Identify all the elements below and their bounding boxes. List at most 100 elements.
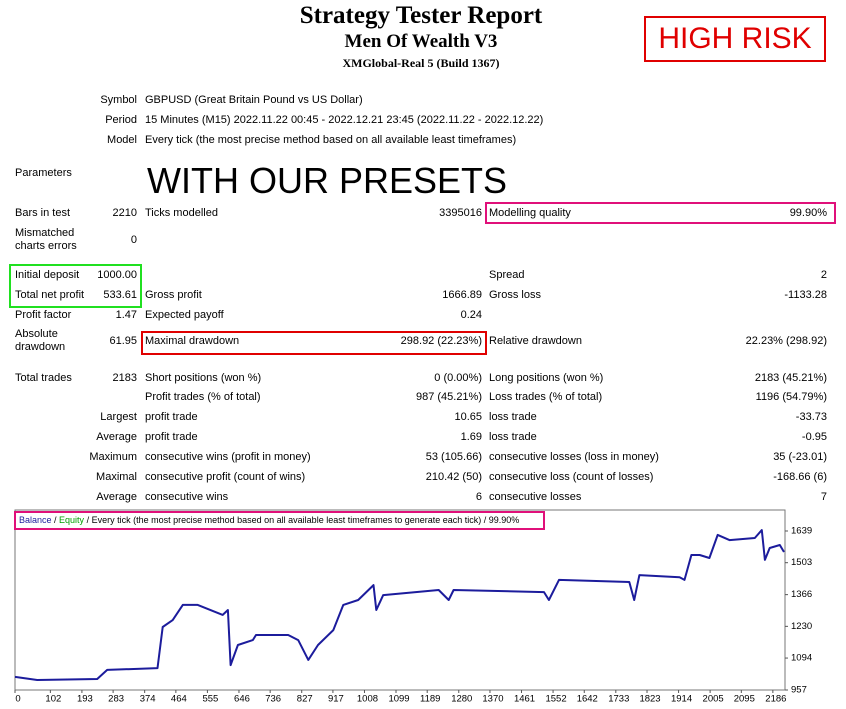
row-value: 2183 (112, 371, 137, 384)
row-label: Model (107, 133, 137, 146)
row-value: 1196 (54.79%) (755, 390, 827, 403)
x-tick-label: 1552 (545, 694, 566, 705)
row-label: Modelling quality (489, 206, 571, 219)
x-tick-label: 1733 (608, 694, 629, 705)
row-label: Average (96, 490, 137, 503)
row-label: Mismatched charts errors (15, 227, 77, 252)
risk-badge: HIGH RISK (644, 16, 826, 62)
row-value: 35 (-23.01) (773, 450, 827, 463)
row-label: Relative drawdown (489, 334, 582, 347)
row-label: consecutive losses (489, 490, 582, 503)
x-tick-label: 917 (328, 694, 344, 705)
x-tick-label: 646 (234, 694, 250, 705)
balance-line (14, 529, 785, 681)
x-tick-label: 1370 (482, 694, 503, 705)
highlight-box (9, 264, 142, 308)
row-value: 210.42 (50) (425, 470, 482, 483)
x-tick-label: 283 (108, 694, 124, 705)
x-tick-label: 102 (45, 694, 61, 705)
row-value: 533.61 (103, 288, 137, 301)
row-label: loss trade (489, 410, 537, 423)
row-label: consecutive loss (count of losses) (489, 470, 654, 483)
row-value: -33.73 (795, 410, 827, 423)
x-tick-label: 1189 (420, 694, 440, 705)
row-label: Symbol (100, 93, 137, 106)
row-label: consecutive profit (count of wins) (145, 470, 306, 483)
row-value: 6 (475, 490, 482, 503)
row-label: Bars in test (15, 206, 71, 219)
x-tick-label: 0 (15, 694, 20, 705)
row-label: Maximal (96, 470, 137, 483)
x-tick-label: 555 (202, 694, 218, 705)
x-tick-label: 1914 (671, 694, 692, 705)
row-value: 987 (45.21%) (415, 390, 482, 403)
row-value: 1666.89 (442, 288, 482, 301)
row-label: Largest (100, 410, 137, 423)
row-value: 2210 (112, 206, 137, 219)
row-value: 2183 (45.21%) (754, 371, 827, 384)
highlight-box (14, 511, 545, 530)
row-label: Loss trades (% of total) (489, 390, 603, 403)
row-label: loss trade (489, 430, 537, 443)
row-value: 1.47 (115, 308, 137, 321)
row-value: 7 (820, 490, 827, 503)
row-label: Maximum (89, 450, 137, 463)
x-tick-label: 1823 (639, 694, 660, 705)
row-label: consecutive losses (loss in money) (489, 450, 659, 463)
row-label: Ticks modelled (145, 206, 218, 219)
x-tick-label: 464 (171, 694, 187, 705)
row-value: 0 (0.00%) (434, 371, 482, 384)
row-label: consecutive wins (profit in money) (145, 450, 311, 463)
legend-entry: Balance (19, 515, 52, 525)
row-value: -168.66 (6) (773, 470, 827, 483)
row-label: Gross loss (489, 288, 541, 301)
y-tick-label: 1366 (791, 589, 812, 600)
report-title: Strategy Tester Report (299, 2, 543, 29)
legend-note: Every tick (the most precise method base… (91, 515, 482, 525)
x-tick-label: 2186 (765, 694, 786, 705)
x-tick-label: 1280 (451, 694, 472, 705)
chart-legend: Balance / Equity / Every tick (the most … (19, 515, 520, 525)
highlight-box (141, 331, 487, 355)
highlight-box (485, 202, 836, 224)
row-label: Total trades (15, 371, 72, 384)
y-tick-label: 1639 (791, 526, 812, 537)
row-value: -0.95 (801, 430, 827, 443)
row-label: Expected payoff (145, 308, 224, 321)
row-label: Short positions (won %) (145, 371, 262, 384)
row-value: 0 (130, 233, 137, 246)
y-tick-label: 1094 (791, 653, 812, 664)
row-label: Gross profit (145, 288, 202, 301)
legend-quality: 99.90% (488, 515, 520, 525)
row-value: 99.90% (789, 206, 827, 219)
x-tick-label: 736 (265, 694, 281, 705)
x-tick-label: 1099 (388, 694, 409, 705)
x-tick-label: 2005 (703, 694, 724, 705)
row-label: profit trade (145, 410, 198, 423)
x-tick-label: 2095 (734, 694, 755, 705)
row-label: 15 Minutes (M15) 2022.11.22 00:45 - 2022… (145, 113, 544, 126)
row-value: 10.65 (454, 410, 482, 423)
row-value: -1133.28 (784, 288, 827, 301)
legend-entry: Equity (59, 515, 85, 525)
x-tick-label: 1461 (514, 694, 535, 705)
overlay-text: WITH OUR PRESETS (147, 160, 508, 201)
x-tick-label: 1008 (357, 694, 378, 705)
plot-frame (14, 509, 786, 691)
row-label: Spread (489, 268, 525, 281)
x-tick-label: 1642 (577, 694, 598, 705)
row-label: Parameters (15, 166, 72, 179)
x-tick-label: 374 (140, 694, 156, 705)
row-value: 0.24 (460, 308, 482, 321)
report-subtitle: Men Of Wealth V3 (344, 31, 498, 52)
row-label: Absolute drawdown (15, 328, 66, 353)
row-label: Average (96, 430, 137, 443)
row-value: 22.23% (298.92) (745, 334, 827, 347)
row-value: 2 (820, 268, 827, 281)
row-value: 298.92 (22.23%) (400, 334, 482, 347)
row-label: GBPUSD (Great Britain Pound vs US Dollar… (145, 93, 363, 106)
row-label: consecutive wins (145, 490, 229, 503)
row-value: 61.95 (109, 334, 137, 347)
